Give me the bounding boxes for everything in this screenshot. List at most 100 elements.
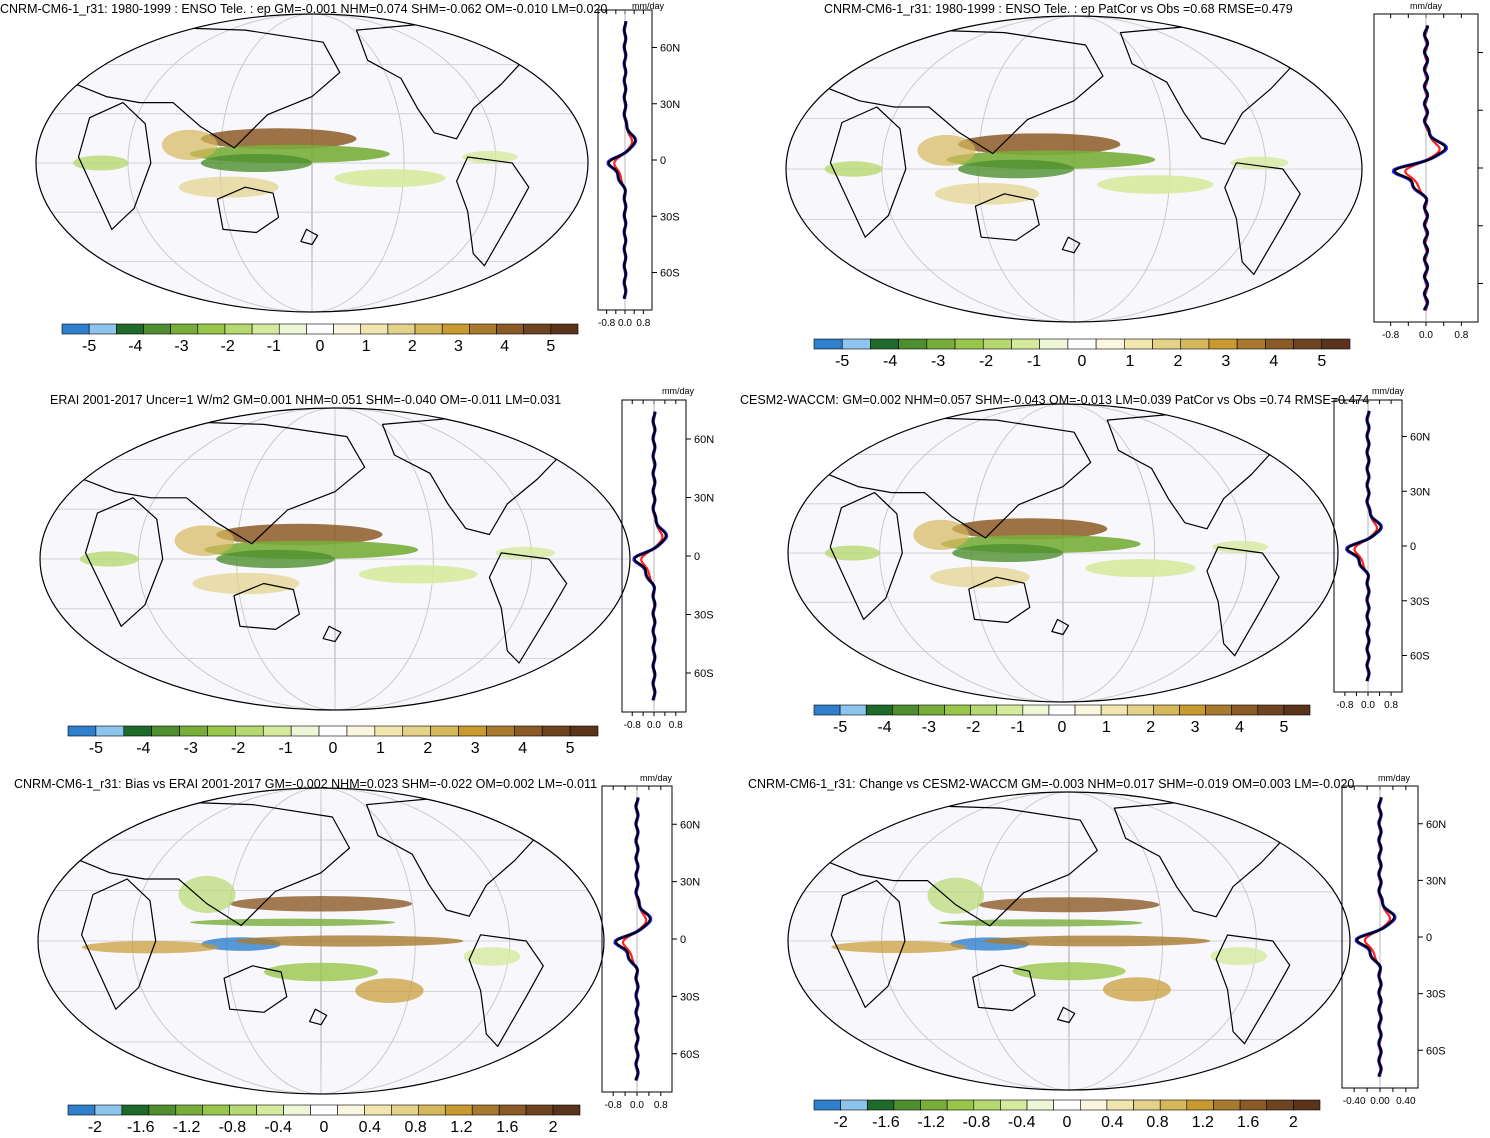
colorbar-tick-label: -5 <box>89 740 103 757</box>
profile-x-tick-label: 0.0 <box>618 318 632 329</box>
colorbar-swatch <box>841 338 871 350</box>
profile-y-tick-label: 30S <box>660 211 680 223</box>
colorbar-swatch <box>813 338 843 350</box>
colorbar-swatch <box>1239 1099 1268 1111</box>
profile-x-tick-label: -0.8 <box>1382 330 1400 341</box>
colorbar-tick-label: 0 <box>316 338 325 355</box>
colorbar-swatch <box>387 323 416 335</box>
colorbar-swatch <box>541 725 571 737</box>
colorbar-tick-label: -4 <box>883 353 897 370</box>
colorbar-tick-label: 3 <box>454 338 463 355</box>
colorbar-tick-label: -3 <box>184 740 198 757</box>
panel-4-units-label: mm/day <box>1372 386 1405 396</box>
colorbar-tick-label: -1 <box>267 338 281 355</box>
colorbar-tick-label: -0.8 <box>963 1114 991 1131</box>
colorbar-swatch <box>946 1099 975 1111</box>
colorbar-swatch <box>893 1099 921 1111</box>
colorbar-tick-label: -5 <box>82 338 96 355</box>
panel-6-title: CNRM-CM6-1_r31: Change vs CESM2-WACCM GM… <box>748 777 1355 791</box>
colorbar-swatch <box>179 725 208 737</box>
colorbar-swatch <box>1106 1099 1134 1111</box>
profile-x-tick-label: -0.8 <box>624 720 642 731</box>
colorbar-swatch <box>278 323 307 335</box>
profile-y-tick-label: 0 <box>1426 932 1432 944</box>
panel-1-zonal-profile: 60N 30N 0 30S 60S -0.8 0.0 0.8 <box>597 9 680 329</box>
colorbar-swatch <box>430 725 459 737</box>
colorbar-tick-label: 0 <box>320 1119 329 1136</box>
colorbar-tick-label: -5 <box>835 353 849 370</box>
colorbar-swatch <box>1053 1099 1081 1111</box>
colorbar-swatch <box>1048 704 1076 716</box>
profile-x-tick-label: 0.0 <box>647 720 661 731</box>
colorbar-tick-label: 4 <box>518 740 527 757</box>
colorbar-swatch <box>525 1104 554 1116</box>
colorbar-tick-label: 2 <box>1173 353 1182 370</box>
colorbar-swatch <box>202 1104 230 1116</box>
colorbar-tick-label: -1.2 <box>173 1119 201 1136</box>
colorbar-swatch <box>1080 1099 1108 1111</box>
panel-3-colorbar: -5 -4 -3 -2 -1 0 1 2 3 4 5 <box>67 725 599 757</box>
colorbar-swatch <box>251 323 280 335</box>
colorbar-tick-label: 1.6 <box>496 1119 518 1136</box>
colorbar-swatch <box>1231 704 1259 716</box>
profile-y-tick-label: 60S <box>660 268 680 280</box>
profile-x-tick-label: -0.40 <box>1343 1096 1366 1107</box>
colorbar-swatch <box>944 704 971 716</box>
colorbar-swatch <box>550 323 579 335</box>
colorbar-swatch <box>1186 1099 1214 1111</box>
colorbar-swatch <box>364 1104 392 1116</box>
colorbar-swatch <box>514 725 543 737</box>
colorbar-swatch <box>1067 338 1097 350</box>
colorbar-tick-label: -1 <box>278 740 292 757</box>
profile-x-tick-label: 0.8 <box>669 720 683 731</box>
colorbar-swatch <box>151 725 180 737</box>
colorbar-swatch <box>1074 704 1102 716</box>
profile-y-tick-label: 60S <box>1426 1045 1446 1057</box>
colorbar-swatch <box>970 704 998 716</box>
colorbar-tick-label: 0.4 <box>359 1119 381 1136</box>
colorbar-swatch <box>1213 1099 1241 1111</box>
colorbar-swatch <box>865 704 893 716</box>
colorbar-swatch <box>926 338 956 350</box>
colorbar-tick-label: 3 <box>471 740 480 757</box>
panel-4-colorbar: -5 -4 -3 -2 -1 0 1 2 3 4 5 <box>813 704 1311 736</box>
profile-x-tick-label: 0.00 <box>1370 1096 1390 1107</box>
colorbar-swatch <box>123 725 152 737</box>
colorbar-swatch <box>283 1104 311 1116</box>
profile-y-tick-label: 30S <box>1410 596 1430 608</box>
colorbar-tick-label: 1.2 <box>450 1119 472 1136</box>
colorbar-tick-label: 0.4 <box>1101 1114 1123 1131</box>
panel-1-map <box>35 13 589 313</box>
colorbar-tick-label: 5 <box>546 338 555 355</box>
colorbar-swatch <box>88 323 117 335</box>
colorbar-swatch <box>898 338 928 350</box>
colorbar-swatch <box>1205 704 1232 716</box>
colorbar-tick-label: -1 <box>1027 353 1041 370</box>
panel-1-colorbar: -5 -4 -3 -2 -1 0 1 2 3 4 5 <box>61 323 579 355</box>
colorbar-swatch <box>61 323 90 335</box>
profile-y-tick-label: 30S <box>694 610 714 622</box>
colorbar-swatch <box>418 1104 446 1116</box>
colorbar-swatch <box>318 725 348 737</box>
colorbar-tick-label: 2 <box>1289 1114 1298 1131</box>
profile-y-tick-label: 60N <box>1410 432 1430 444</box>
colorbar-swatch <box>360 323 389 335</box>
colorbar-swatch <box>1321 338 1351 350</box>
colorbar-swatch <box>892 704 919 716</box>
colorbar-swatch <box>306 323 334 335</box>
panel-4-zonal-profile: 60N 30N 0 30S 60S -0.8 0.0 0.8 <box>1333 399 1430 711</box>
colorbar-swatch <box>498 1104 527 1116</box>
colorbar-tick-label: 1 <box>362 338 371 355</box>
colorbar-tick-label: -3 <box>922 719 936 736</box>
colorbar-swatch <box>143 323 171 335</box>
colorbar-swatch <box>1257 704 1285 716</box>
profile-x-tick-label: -0.8 <box>1336 700 1354 711</box>
colorbar-swatch <box>346 725 376 737</box>
colorbar-tick-label: -0.4 <box>1008 1114 1036 1131</box>
colorbar-tick-label: -4 <box>877 719 891 736</box>
colorbar-tick-label: -2 <box>966 719 980 736</box>
colorbar-tick-label: 3 <box>1221 353 1230 370</box>
colorbar-swatch <box>918 704 945 716</box>
colorbar-swatch <box>175 1104 204 1116</box>
colorbar-swatch <box>1179 704 1206 716</box>
